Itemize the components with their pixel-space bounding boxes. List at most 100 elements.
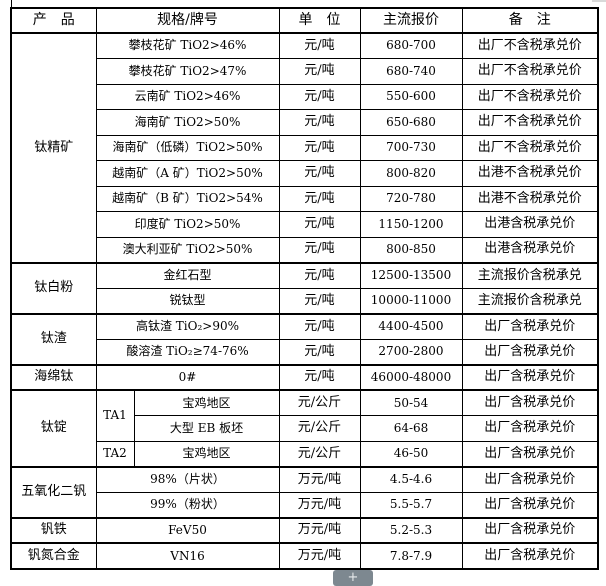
spec-cell: 越南矿（A 矿）TiO2>50% bbox=[95, 160, 280, 187]
note-cell: 出厂不含税承兑价 bbox=[461, 109, 599, 136]
spec-cell: 98%（片状） bbox=[95, 465, 280, 493]
column-header-price: 主流报价 bbox=[359, 7, 463, 34]
price-cell: 50-54 bbox=[359, 389, 463, 417]
note-cell: 出厂不含税承兑价 bbox=[461, 83, 599, 111]
spec-cell: 攀枝花矿 TiO2>46% bbox=[95, 32, 280, 60]
note-cell: 出厂含税承兑价 bbox=[461, 440, 599, 468]
table-row: 钒铁 FeV50 万元/吨 5.2-5.3 出厂含税承兑价 bbox=[10, 516, 599, 544]
price-cell: 7.8-7.9 bbox=[359, 542, 463, 570]
price-cell: 5.2-5.3 bbox=[359, 516, 463, 544]
unit-cell: 元/吨 bbox=[278, 160, 361, 187]
table-row: 海绵钛 0# 元/吨 46000-48000 出厂含税承兑价 bbox=[10, 363, 599, 391]
unit-cell: 元/吨 bbox=[278, 32, 361, 60]
table-row: 澳大利亚矿 TiO2>50% 元/吨 800-850 出港含税承兑价 bbox=[11, 236, 599, 264]
table-row: 大型 EB 板坯 元/公斤 64-68 出厂含税承兑价 bbox=[11, 415, 599, 442]
column-header-product: 产 品 bbox=[10, 7, 97, 34]
unit-cell: 元/吨 bbox=[278, 287, 361, 315]
zoom-in-button[interactable]: + bbox=[333, 570, 373, 586]
price-cell: 10000-11000 bbox=[359, 287, 463, 315]
product-cell: 五氧化二钒 bbox=[10, 465, 97, 519]
note-cell: 出厂含税承兑价 bbox=[461, 338, 599, 366]
note-cell: 出厂不含税承兑价 bbox=[461, 134, 599, 162]
unit-cell: 万元/吨 bbox=[278, 516, 361, 544]
page-edge-artifact bbox=[592, 0, 606, 2]
table-row: 钒氮合金 VN16 万元/吨 7.8-7.9 出厂含税承兑价 bbox=[10, 542, 599, 570]
price-cell: 46000-48000 bbox=[359, 363, 463, 391]
note-cell: 主流报价含税承兑 bbox=[461, 287, 599, 315]
table-row: 印度矿 TiO2>50% 元/吨 1150-1200 出港含税承兑价 bbox=[11, 211, 599, 238]
price-cell: 46-50 bbox=[359, 440, 463, 468]
plus-icon: + bbox=[347, 570, 359, 585]
unit-cell: 元/吨 bbox=[278, 236, 361, 264]
unit-cell: 元/吨 bbox=[278, 83, 361, 111]
column-header-unit: 单 位 bbox=[278, 7, 361, 34]
table-row: 云南矿 TiO2>46% 元/吨 550-600 出厂不含税承兑价 bbox=[11, 83, 599, 111]
product-cell: 钒铁 bbox=[10, 516, 97, 544]
note-cell: 主流报价含税承兑 bbox=[461, 261, 599, 289]
note-cell: 出厂含税承兑价 bbox=[461, 389, 599, 417]
spec-cell: 酸溶渣 TiO₂≥74-76% bbox=[95, 338, 280, 366]
spec-cell: 云南矿 TiO2>46% bbox=[95, 83, 280, 111]
price-cell: 650-680 bbox=[359, 109, 463, 136]
unit-cell: 元/吨 bbox=[278, 312, 361, 340]
table-row: 海南矿（低磷）TiO2>50% 元/吨 700-730 出厂不含税承兑价 bbox=[11, 134, 599, 162]
product-cell: 钒氮合金 bbox=[10, 542, 97, 570]
spec-cell: 锐钛型 bbox=[95, 287, 280, 315]
price-cell: 4400-4500 bbox=[359, 312, 463, 340]
table-row: 酸溶渣 TiO₂≥74-76% 元/吨 2700-2800 出厂含税承兑价 bbox=[11, 338, 599, 366]
unit-cell: 元/吨 bbox=[278, 211, 361, 238]
spec-cell: FeV50 bbox=[95, 516, 280, 544]
spec-cell: 攀枝花矿 TiO2>47% bbox=[95, 58, 280, 85]
price-table: 产 品 规格/牌号 单 位 主流报价 备 注 钛精矿 攀枝花矿 TiO2>46% 元… bbox=[10, 7, 599, 570]
unit-cell: 万元/吨 bbox=[278, 465, 361, 493]
note-cell: 出厂不含税承兑价 bbox=[461, 32, 599, 60]
price-cell: 12500-13500 bbox=[359, 261, 463, 289]
note-cell: 出厂含税承兑价 bbox=[461, 542, 599, 570]
product-cell: 钛精矿 bbox=[10, 32, 97, 264]
price-cell: 2700-2800 bbox=[359, 338, 463, 366]
price-cell: 4.5-4.6 bbox=[359, 465, 463, 493]
product-cell: 钛白粉 bbox=[10, 261, 97, 315]
page-edge-line bbox=[11, 0, 12, 8]
note-cell: 出港不含税承兑价 bbox=[461, 160, 599, 187]
table-row: 越南矿（B 矿）TiO2>54% 元/吨 720-780 出港不含税承兑价 bbox=[11, 185, 599, 213]
table-row: 锐钛型 元/吨 10000-11000 主流报价含税承兑 bbox=[11, 287, 599, 315]
price-cell: 5.5-5.7 bbox=[359, 491, 463, 519]
spec-cell: VN16 bbox=[95, 542, 280, 570]
grade-cell: TA1 bbox=[95, 389, 135, 442]
unit-cell: 万元/吨 bbox=[278, 491, 361, 519]
unit-cell: 元/吨 bbox=[278, 338, 361, 366]
unit-cell: 元/吨 bbox=[278, 58, 361, 85]
spec-cell: 海南矿 TiO2>50% bbox=[95, 109, 280, 136]
grade-cell: TA2 bbox=[95, 440, 135, 468]
spec-cell: 越南矿（B 矿）TiO2>54% bbox=[95, 185, 280, 213]
note-cell: 出厂含税承兑价 bbox=[461, 516, 599, 544]
note-cell: 出厂含税承兑价 bbox=[461, 491, 599, 519]
note-cell: 出厂含税承兑价 bbox=[461, 465, 599, 493]
unit-cell: 元/吨 bbox=[278, 185, 361, 213]
unit-cell: 元/公斤 bbox=[278, 389, 361, 417]
unit-cell: 元/公斤 bbox=[278, 415, 361, 442]
note-cell: 出厂含税承兑价 bbox=[461, 415, 599, 442]
note-cell: 出厂含税承兑价 bbox=[461, 363, 599, 391]
product-cell: 海绵钛 bbox=[10, 363, 97, 391]
header-row: 产 品 规格/牌号 单 位 主流报价 备 注 bbox=[10, 7, 599, 34]
spec-cell: 澳大利亚矿 TiO2>50% bbox=[95, 236, 280, 264]
product-cell: 钛渣 bbox=[10, 312, 97, 366]
product-cell: 钛锭 bbox=[10, 389, 97, 468]
note-cell: 出港含税承兑价 bbox=[461, 236, 599, 264]
spec-cell: 宝鸡地区 bbox=[133, 440, 280, 468]
table-row: 钛白粉 金红石型 元/吨 12500-13500 主流报价含税承兑 bbox=[10, 261, 599, 315]
spec-cell: 海南矿（低磷）TiO2>50% bbox=[95, 134, 280, 162]
price-cell: 680-740 bbox=[359, 58, 463, 85]
table-row: 越南矿（A 矿）TiO2>50% 元/吨 800-820 出港不含税承兑价 bbox=[11, 160, 599, 187]
table-row: 99%（粉状） 万元/吨 5.5-5.7 出厂含税承兑价 bbox=[11, 491, 599, 519]
note-cell: 出港不含税承兑价 bbox=[461, 185, 599, 213]
column-header-spec: 规格/牌号 bbox=[95, 7, 280, 34]
spec-cell: 99%（粉状） bbox=[95, 491, 280, 519]
table-row: 海南矿 TiO2>50% 元/吨 650-680 出厂不含税承兑价 bbox=[11, 109, 599, 136]
spec-cell: 大型 EB 板坯 bbox=[133, 415, 280, 442]
spec-cell: 印度矿 TiO2>50% bbox=[95, 211, 280, 238]
spec-cell: 0# bbox=[95, 363, 280, 391]
column-header-note: 备 注 bbox=[461, 7, 599, 34]
